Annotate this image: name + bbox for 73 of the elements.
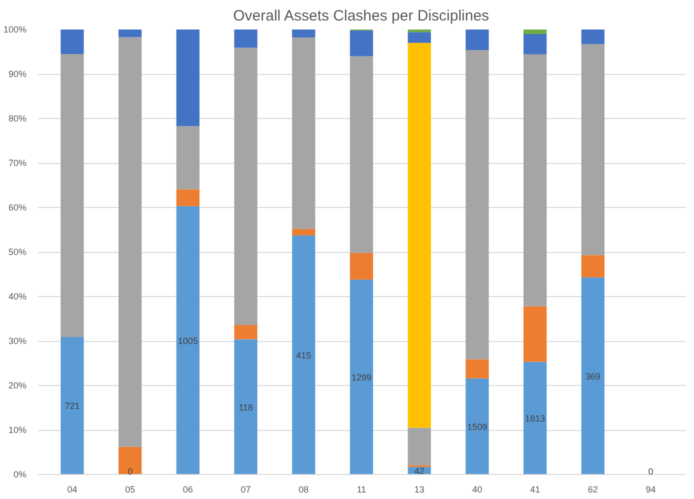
bar xyxy=(524,362,547,474)
x-tick-label: 13 xyxy=(414,484,424,494)
bar xyxy=(408,42,431,428)
bar xyxy=(408,30,431,32)
bar xyxy=(176,126,200,190)
bar xyxy=(234,30,258,48)
bar xyxy=(60,30,84,54)
annotation: 1005 xyxy=(178,336,198,346)
bar xyxy=(350,30,374,56)
y-tick-label: 90% xyxy=(8,69,26,79)
bar xyxy=(466,50,489,360)
x-tick-label: 40 xyxy=(472,484,482,494)
bar xyxy=(292,228,316,236)
bar xyxy=(466,378,489,474)
x-tick-label: 08 xyxy=(298,484,309,494)
y-tick-label: 80% xyxy=(8,114,26,124)
bar xyxy=(234,324,258,340)
bar xyxy=(524,54,547,306)
bar xyxy=(581,30,604,44)
bar xyxy=(118,446,142,474)
y-tick-label: 60% xyxy=(8,202,26,212)
y-tick-label: 0% xyxy=(13,470,27,480)
bar xyxy=(292,236,316,474)
x-tick-label: 11 xyxy=(356,484,366,494)
bar xyxy=(524,30,547,34)
bar xyxy=(118,37,142,447)
bar xyxy=(408,428,431,466)
annotation: 721 xyxy=(64,401,80,412)
annotation: 369 xyxy=(585,371,600,382)
y-tick-label: 100% xyxy=(3,24,27,34)
x-tick-label: 07 xyxy=(240,484,251,494)
x-tick-label: 62 xyxy=(588,484,598,494)
annotation: 1813 xyxy=(525,414,546,424)
y-tick-label: 10% xyxy=(8,425,26,435)
bar xyxy=(524,306,547,362)
x-tick-label: 06 xyxy=(182,484,193,494)
y-tick-label: 20% xyxy=(8,380,26,390)
x-tick-label: 04 xyxy=(67,484,78,494)
bar xyxy=(581,255,604,278)
bar xyxy=(581,44,604,256)
annotation: 1509 xyxy=(467,422,488,432)
x-tick-label: 94 xyxy=(646,484,656,494)
chart-title: Overall Assets Clashes per Disciplines xyxy=(233,8,490,24)
bar xyxy=(350,252,374,280)
bar xyxy=(292,38,316,229)
bar xyxy=(408,32,431,43)
annotation: 0 xyxy=(648,466,654,476)
annotation: 0 xyxy=(128,466,133,476)
annotation: 42 xyxy=(414,466,424,476)
y-tick-label: 40% xyxy=(8,292,26,302)
bar xyxy=(466,359,489,378)
bar xyxy=(581,277,604,474)
bar xyxy=(524,34,547,54)
bar xyxy=(350,280,374,474)
bar xyxy=(176,206,200,474)
y-tick-label: 30% xyxy=(8,336,26,346)
bar xyxy=(60,336,84,474)
annotation: 415 xyxy=(296,350,312,361)
annotation: 118 xyxy=(238,402,253,412)
x-tick-label: 41 xyxy=(530,484,540,494)
x-tick-label: 05 xyxy=(125,484,136,494)
bar xyxy=(234,48,258,325)
bar xyxy=(466,30,489,50)
y-tick-label: 50% xyxy=(8,247,26,257)
bar xyxy=(118,30,142,38)
bar xyxy=(176,30,200,126)
bar xyxy=(60,54,84,337)
bar xyxy=(176,189,200,206)
y-tick-label: 70% xyxy=(8,158,26,168)
bar xyxy=(350,56,374,253)
bar xyxy=(234,339,258,474)
bar xyxy=(292,30,316,38)
annotation: 1299 xyxy=(351,372,372,383)
